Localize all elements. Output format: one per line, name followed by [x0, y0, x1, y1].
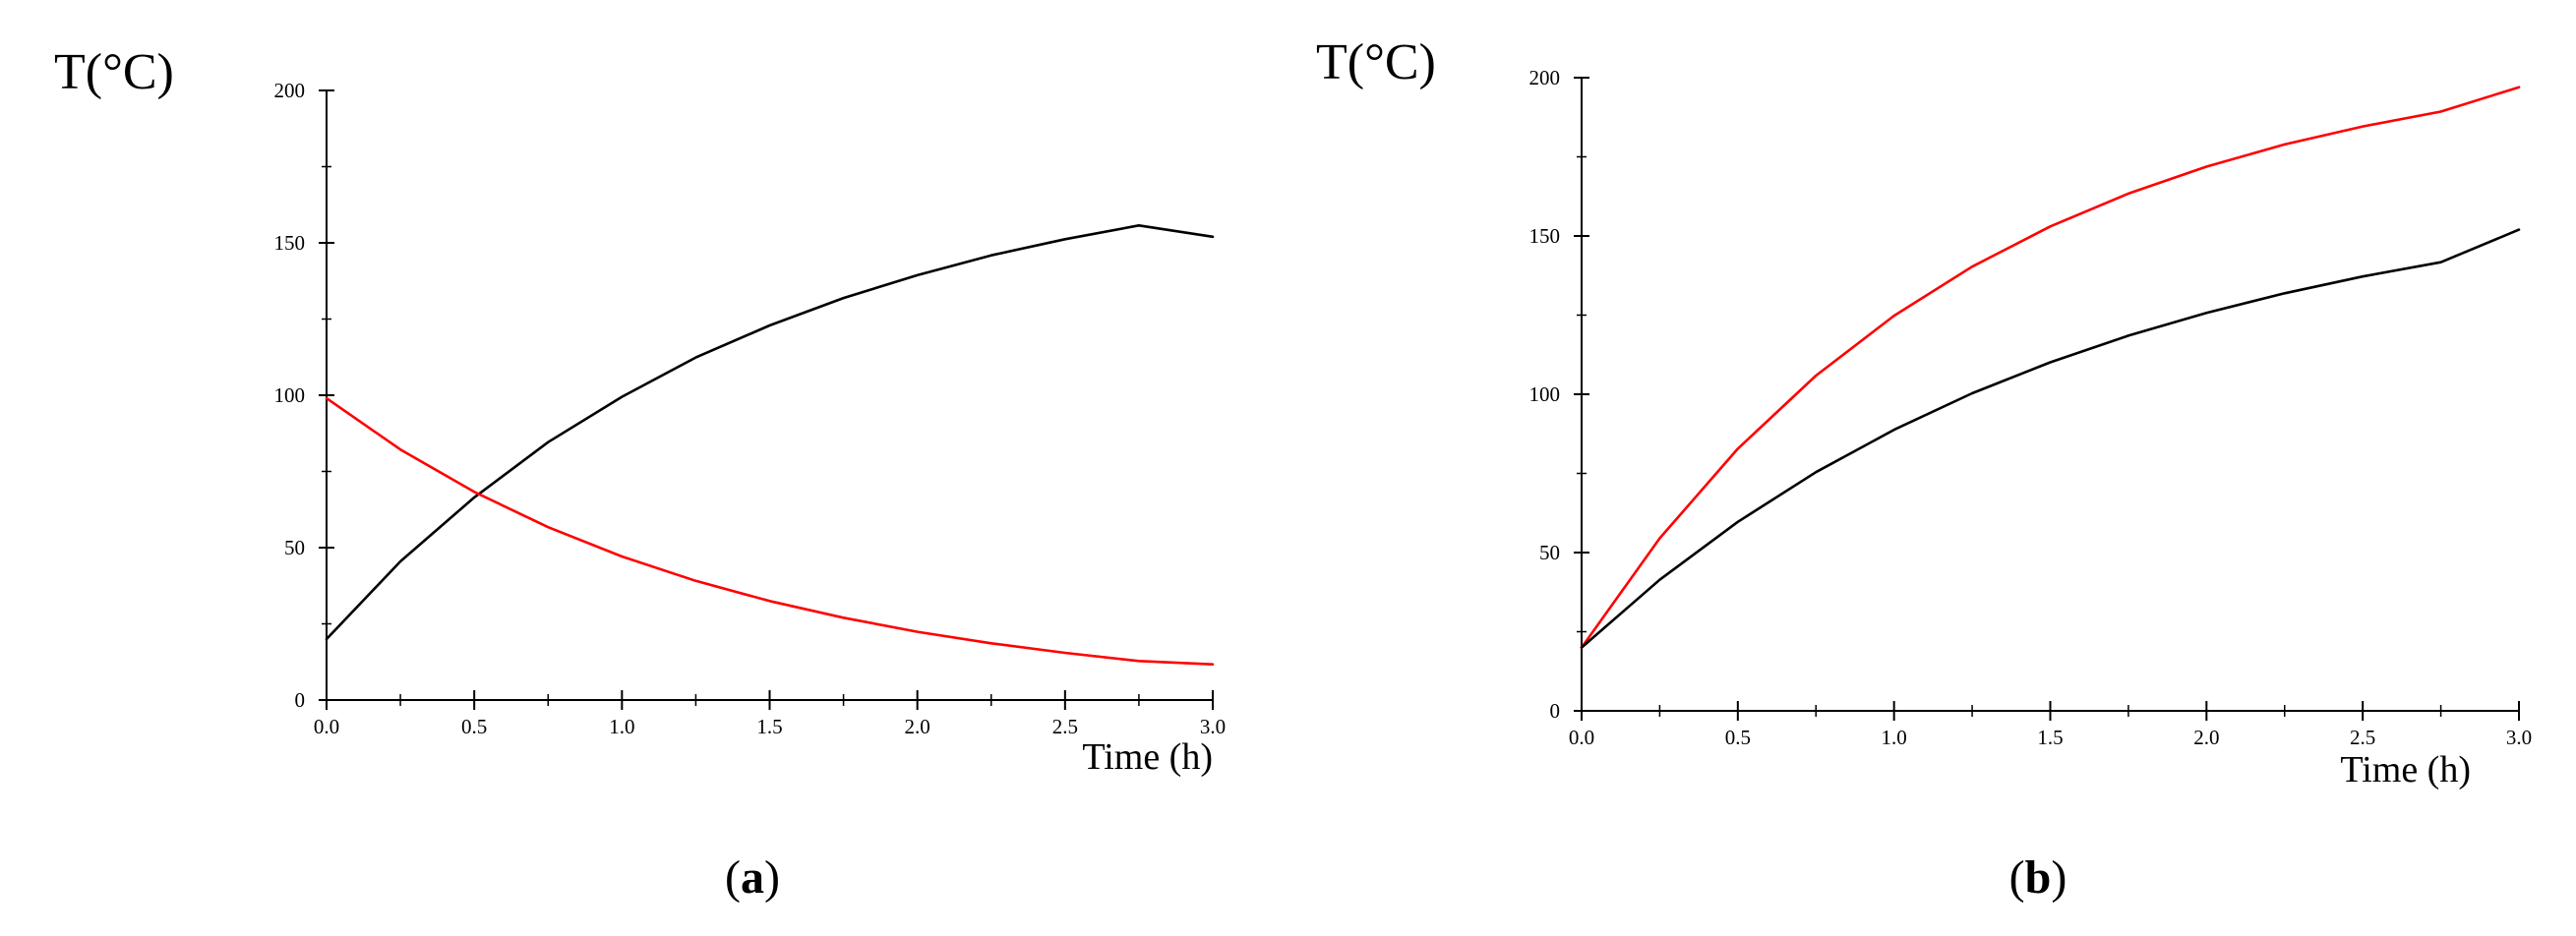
x-tick-label: 0.0 — [1569, 726, 1594, 749]
y-tick-label: 100 — [1529, 382, 1561, 406]
x-tick-label: 2.0 — [2193, 726, 2219, 749]
x-tick-label: 1.5 — [756, 715, 782, 738]
x-tick-label: 0.5 — [461, 715, 487, 738]
x-tick-label: 2.0 — [905, 715, 930, 738]
y-tick-label: 50 — [1539, 541, 1560, 564]
y-axis-label: T(°C) — [1316, 34, 1436, 90]
series-line-red — [325, 396, 1215, 667]
chart-panel-b: T(°C) 0.0 0.5 1.0 1.5 2.0 2.5 3.0050100150200 … — [1316, 34, 2532, 904]
axis-ticks: 0.0 0.5 1.0 1.5 2.0 2.5 3.0 0 50 100 150 200 — [1529, 66, 2533, 749]
chart-panel-a: T(°C) 0.0 0.5 1.0 1.5 2.0 2.5 3.0050100150200 … — [54, 44, 1226, 904]
y-tick-label: 200 — [1529, 66, 1561, 89]
x-axis-label: Time (h) — [1082, 736, 1213, 778]
axis-ticks: 0.0 0.5 1.0 1.5 2.0 2.5 3.0 0 50 100 150 200 — [274, 79, 1227, 738]
series-line-black — [1580, 228, 2521, 649]
series-lines — [1580, 86, 2521, 649]
x-tick-label: 2.5 — [1052, 715, 1078, 738]
y-tick-label: 150 — [274, 231, 306, 255]
x-tick-label: 1.0 — [1882, 726, 1907, 749]
y-tick-label: 150 — [1529, 224, 1561, 248]
panel-label: (a) — [725, 851, 780, 904]
y-tick-label: 200 — [274, 79, 306, 102]
y-tick-label: 50 — [284, 536, 305, 559]
series-lines — [325, 224, 1215, 667]
x-axis-label: Time (h) — [2340, 749, 2471, 790]
x-tick-label: 1.0 — [609, 715, 634, 738]
x-tick-label: 1.5 — [2037, 726, 2063, 749]
x-tick-label: 3.0 — [2506, 726, 2532, 749]
y-tick-label: 100 — [274, 383, 306, 407]
series-line-black — [325, 224, 1215, 641]
x-tick-label: 0.0 — [314, 715, 339, 738]
series-line-red — [1580, 86, 2521, 649]
y-tick-label: 0 — [295, 688, 306, 712]
x-tick-label: 2.5 — [2350, 726, 2375, 749]
y-axis-label: T(°C) — [54, 44, 174, 100]
y-tick-label: 0 — [1550, 699, 1561, 723]
x-tick-label: 0.5 — [1725, 726, 1751, 749]
x-tick-label: 3.0 — [1200, 715, 1226, 738]
panel-label: (b) — [2009, 851, 2067, 904]
